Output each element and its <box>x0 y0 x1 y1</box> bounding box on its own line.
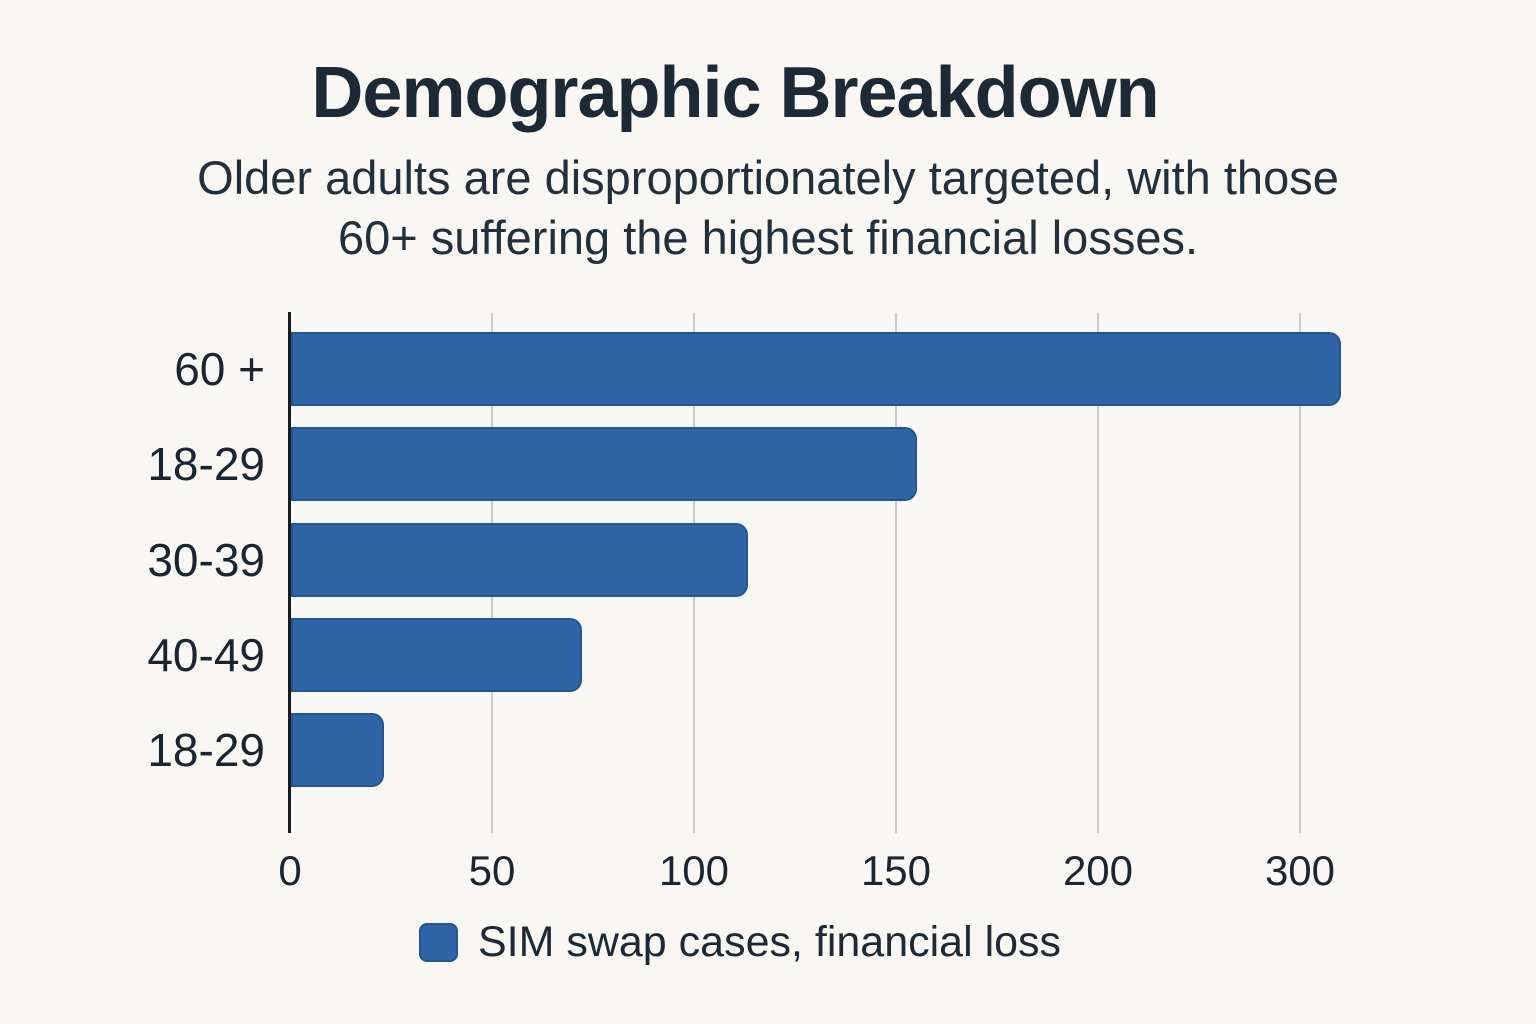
gridline-200 <box>1097 313 1099 833</box>
x-tick-label: 100 <box>658 847 730 894</box>
x-tick-label: 200 <box>1062 847 1134 894</box>
bar <box>291 427 918 502</box>
x-tick-label: 150 <box>860 847 932 894</box>
y-tick-label: 18-29 <box>147 724 265 776</box>
bar <box>291 522 748 597</box>
y-axis-labels: 60 + 18-29 30-39 40-49 18-29 <box>40 312 265 833</box>
plot-area <box>288 312 1470 833</box>
bar <box>291 332 1342 406</box>
x-tick-label: 300 <box>1264 847 1336 894</box>
legend-swatch <box>418 923 458 962</box>
legend-label: SIM swap cases, financial loss <box>477 918 1062 966</box>
bar <box>291 617 582 692</box>
gridline-150 <box>895 313 897 833</box>
gridline-300 <box>1299 313 1301 833</box>
y-tick-label: 40-49 <box>147 628 265 681</box>
x-tick-label: 50 <box>468 847 516 894</box>
x-tick-label: 0 <box>278 847 302 894</box>
chart-subtitle-line-1: Older adults are disproportionately targ… <box>197 151 1339 204</box>
x-axis-labels: 0 50 100 150 200 300 <box>278 847 1536 899</box>
chart-subtitle-line-2: 60+ suffering the highest financial loss… <box>337 211 1199 265</box>
chart-subtitle: Older adults are disproportionately targ… <box>0 148 1536 268</box>
chart-title: Demographic Breakdown <box>311 53 1159 133</box>
legend: SIM swap cases, financial loss <box>0 918 1508 967</box>
y-tick-label: 18-29 <box>147 438 265 491</box>
y-tick-label: 30-39 <box>147 533 265 586</box>
y-axis-line <box>288 312 291 833</box>
y-tick-label: 60 + <box>174 343 265 395</box>
bar <box>291 713 384 787</box>
